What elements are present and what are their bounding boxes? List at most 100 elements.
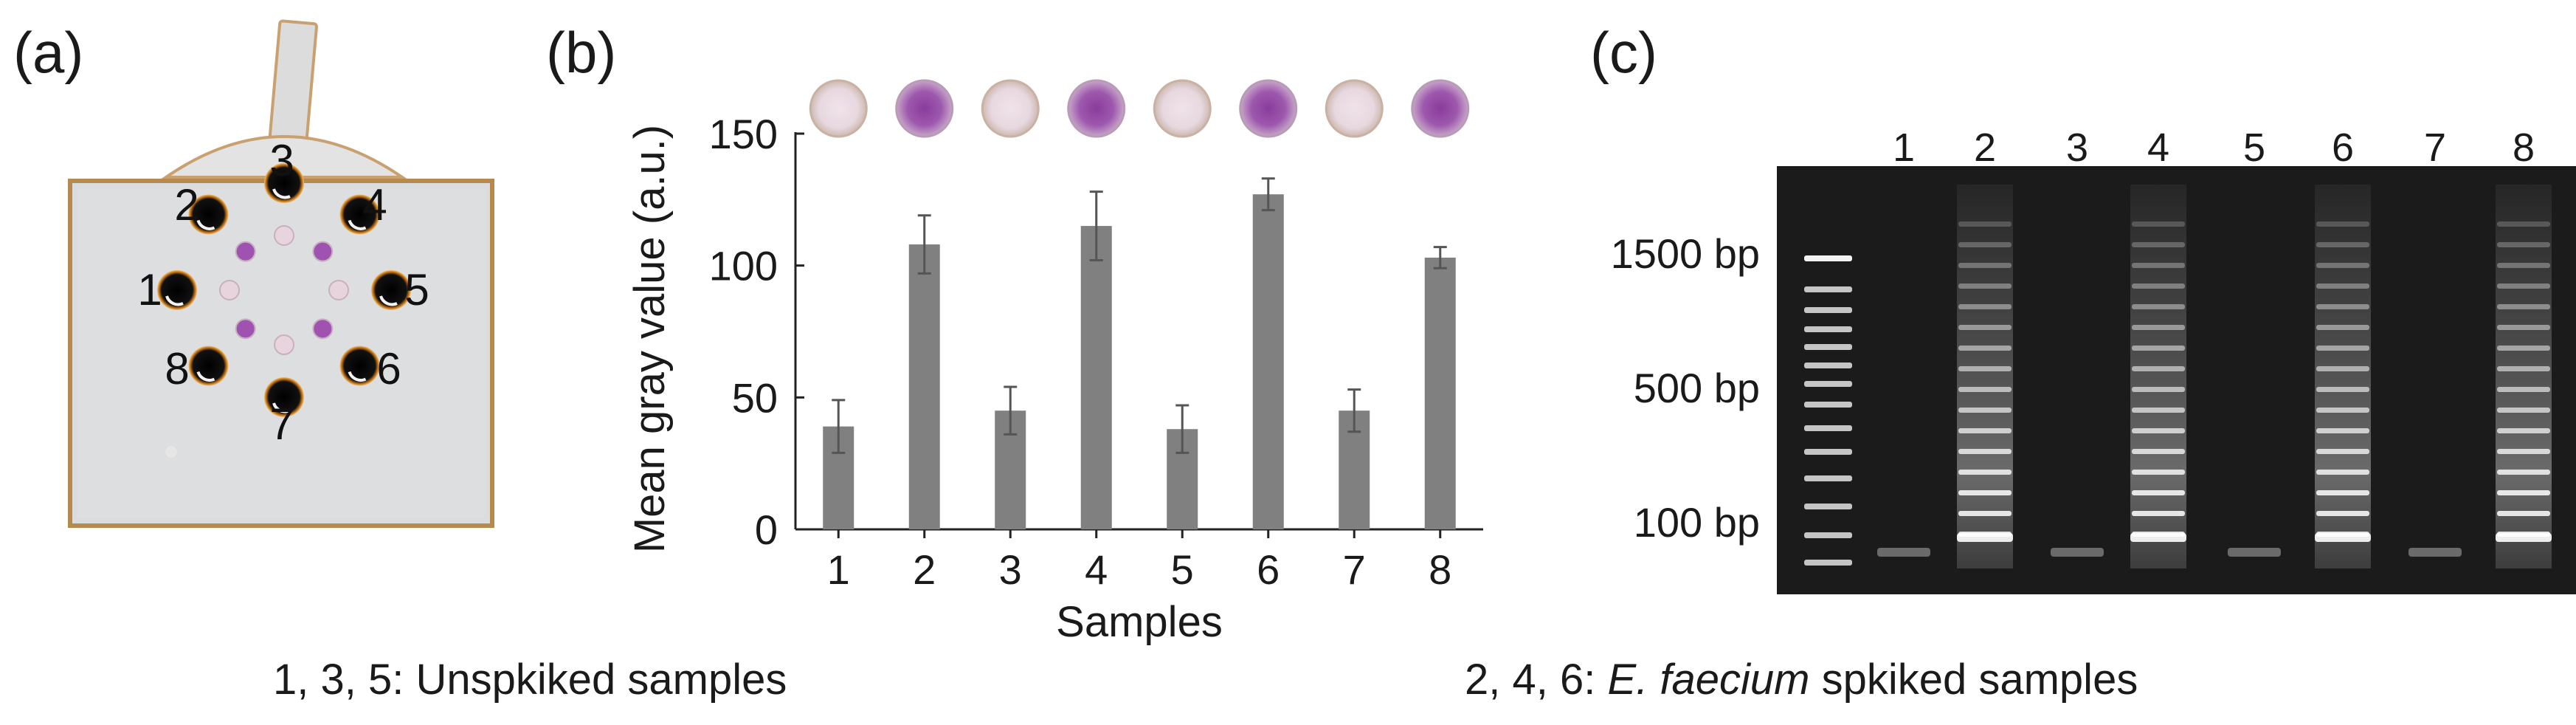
panel-b-label: (b) (546, 20, 616, 85)
ladder-band (1804, 475, 1852, 481)
bars (823, 194, 1456, 529)
paper-device-photo: 12 3 456 7 8 (68, 19, 494, 528)
well-number: 3 (269, 136, 294, 185)
well-number: 2 (174, 180, 198, 230)
gel-lane-label: 3 (2066, 126, 2088, 170)
y-tick-label: 100 (709, 243, 778, 289)
gel-lane (2051, 548, 2104, 557)
caption-spiked: 2, 4, 6: E. faecium spkiked samples (1465, 656, 2138, 704)
gel-image (1777, 166, 2576, 594)
ladder-band (1804, 307, 1852, 313)
gel-lane-label: 1 (1893, 126, 1915, 170)
gel-ladder (1804, 255, 1852, 566)
gel-lanes (1877, 185, 2552, 568)
bar (908, 244, 940, 529)
reaction-spot (235, 241, 256, 262)
gel-lane (2130, 185, 2186, 568)
y-axis-ticks: 0 50 100 150 (709, 111, 804, 553)
well-number: 4 (362, 180, 387, 230)
gel-lane-label: 7 (2424, 126, 2446, 170)
ladder-band (1804, 402, 1852, 408)
panel-a-label: (a) (13, 20, 83, 85)
sample-inset-images (809, 79, 1470, 138)
gel-lane (1877, 548, 1930, 557)
reaction-spot (328, 280, 349, 300)
gel-lane-label: 8 (2513, 126, 2535, 170)
x-tick-label: 1 (827, 546, 850, 593)
gel-lane (2496, 185, 2552, 568)
device-wells (157, 163, 411, 458)
sample-inset-image (1325, 79, 1384, 138)
ladder-band (1804, 532, 1852, 538)
sample-inset-image (981, 79, 1040, 138)
bar (1424, 257, 1456, 529)
y-tick-label: 150 (709, 111, 778, 157)
sample-inset-image (1411, 79, 1470, 138)
sample-inset-image (1239, 79, 1298, 138)
bar-chart: 0 50 100 150 1 2 3 4 5 6 7 8 Mean gray value (a.u.… (626, 79, 1483, 646)
x-tick-label: 3 (999, 546, 1022, 593)
ladder-band (1804, 362, 1852, 368)
ladder-band (1804, 425, 1852, 431)
reaction-spot (312, 241, 334, 262)
reaction-spot (219, 280, 240, 300)
gel-lane (1957, 185, 2013, 568)
x-tick-label: 6 (1257, 546, 1280, 593)
x-axis-title: Samples (1056, 598, 1223, 646)
caption-unspiked: 1, 3, 5: Unspkiked samples (273, 656, 787, 704)
well-number: 5 (404, 265, 429, 315)
error-bar (1089, 190, 1103, 262)
error-bar (1261, 177, 1275, 212)
gel-lane (2408, 548, 2462, 557)
y-tick-label: 50 (732, 374, 778, 421)
device-well-numbers: 12 3 456 7 8 (137, 136, 429, 449)
gel-lane-label: 4 (2147, 126, 2169, 170)
sample-inset-image (1067, 79, 1126, 138)
bar (1252, 194, 1284, 529)
x-tick-label: 2 (913, 546, 936, 593)
error-bar (1004, 385, 1018, 436)
ladder-label-500: 500 bp (1634, 365, 1760, 411)
ladder-band (1804, 255, 1852, 261)
error-bar (1347, 388, 1361, 433)
error-bar (917, 214, 931, 275)
panel-c-label: (c) (1590, 20, 1657, 85)
sample-inset-image (809, 79, 868, 138)
gel-lane (2228, 548, 2281, 557)
well-number: 6 (376, 344, 401, 394)
ladder-label-100: 100 bp (1634, 499, 1760, 546)
reaction-spot (312, 318, 334, 340)
ladder-band (1804, 326, 1852, 332)
bar (1080, 226, 1112, 529)
gel-lane-label: 6 (2332, 126, 2354, 170)
x-tick-label: 7 (1343, 546, 1366, 593)
reaction-spot (274, 334, 294, 355)
ladder-band (1804, 381, 1852, 387)
error-bar (832, 399, 846, 454)
error-bar (1433, 246, 1447, 269)
well-number: 8 (165, 344, 189, 394)
x-axis-ticks: 1 2 3 4 5 6 7 8 (827, 529, 1451, 593)
gel-lane (2315, 185, 2371, 568)
well-number: 1 (137, 265, 162, 315)
x-tick-label: 4 (1085, 546, 1108, 593)
gel-lane-label: 2 (1974, 126, 1996, 170)
well-number: 7 (269, 399, 294, 449)
gel-lane-label: 5 (2243, 126, 2265, 170)
y-axis-title: Mean gray value (a.u.) (626, 125, 674, 553)
sample-inset-image (1153, 79, 1212, 138)
x-tick-label: 8 (1429, 546, 1451, 593)
error-bar (1175, 404, 1189, 454)
y-tick-label: 0 (755, 506, 778, 553)
reaction-spot (235, 318, 256, 340)
ladder-band (1804, 449, 1852, 455)
gel-lane-labels: 1 2 3 4 5 6 7 8 (1893, 126, 2535, 170)
ladder-band (1804, 504, 1852, 509)
x-tick-label: 5 (1171, 546, 1194, 593)
sample-inset-image (895, 79, 954, 138)
ladder-label-1500: 1500 bp (1611, 230, 1760, 277)
error-bars (832, 177, 1447, 454)
ladder-band (1804, 344, 1852, 350)
ladder-band (1804, 286, 1852, 292)
